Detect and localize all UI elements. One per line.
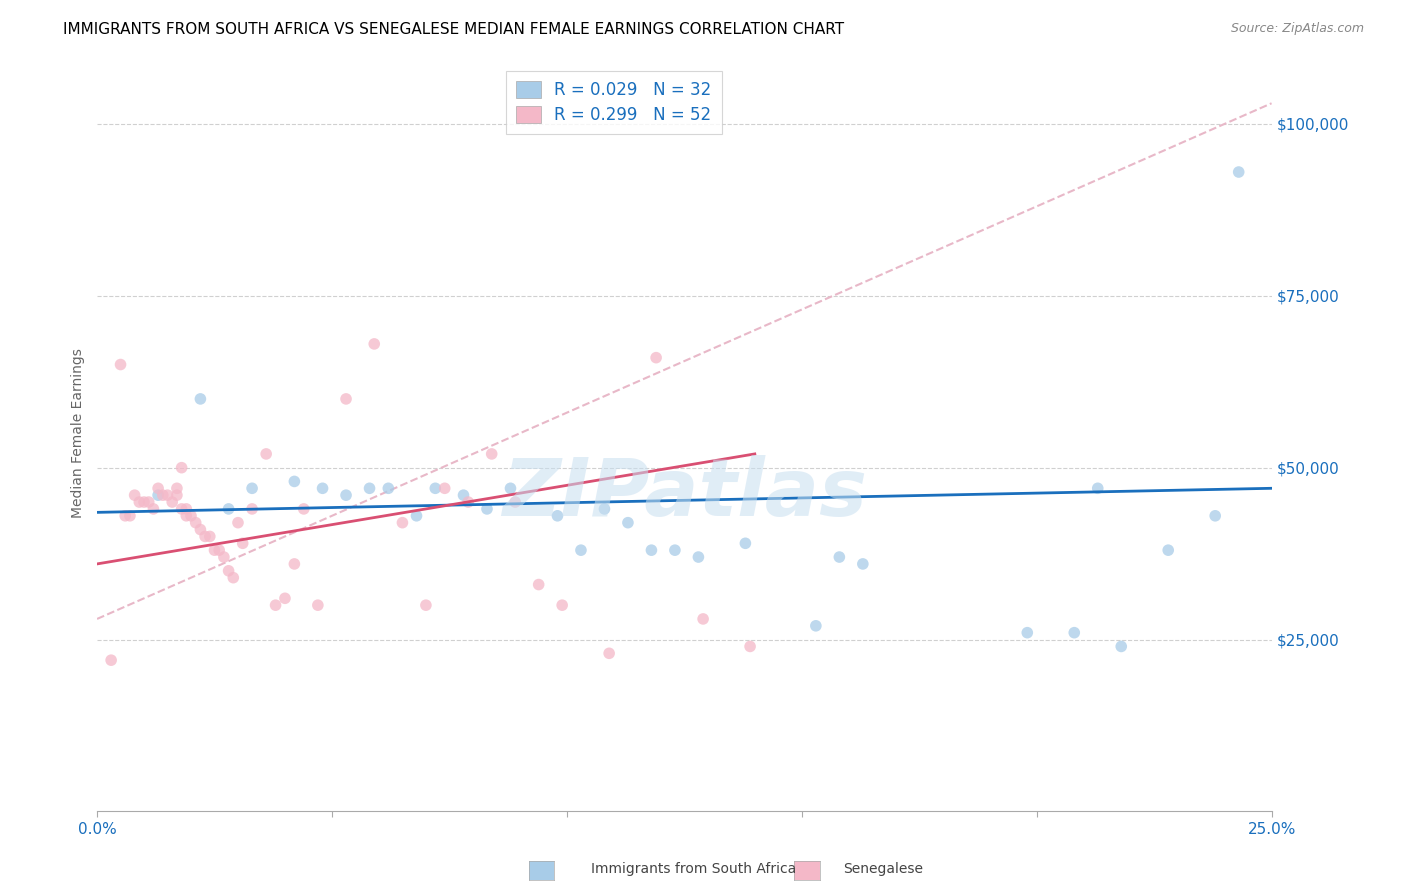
Point bbox=[359, 481, 381, 495]
Point bbox=[110, 358, 132, 372]
Point bbox=[481, 447, 503, 461]
Point bbox=[132, 495, 155, 509]
Point bbox=[208, 543, 231, 558]
Point bbox=[254, 447, 277, 461]
Point bbox=[804, 619, 827, 633]
Point bbox=[1157, 543, 1180, 558]
Point bbox=[204, 543, 226, 558]
Point bbox=[170, 502, 193, 516]
Point bbox=[363, 337, 385, 351]
Point bbox=[503, 495, 526, 509]
Point bbox=[551, 598, 574, 612]
Point bbox=[569, 543, 592, 558]
Point bbox=[546, 508, 568, 523]
Point bbox=[170, 460, 193, 475]
Text: Immigrants from South Africa: Immigrants from South Africa bbox=[591, 862, 796, 876]
Point bbox=[405, 508, 427, 523]
Point bbox=[124, 488, 146, 502]
Point bbox=[738, 640, 761, 654]
Point bbox=[198, 529, 221, 543]
Point bbox=[415, 598, 437, 612]
Point bbox=[190, 523, 212, 537]
Point bbox=[226, 516, 249, 530]
Point bbox=[688, 549, 710, 564]
Point bbox=[160, 495, 183, 509]
Point bbox=[475, 502, 498, 516]
Point bbox=[176, 508, 198, 523]
Point bbox=[240, 481, 263, 495]
Point bbox=[194, 529, 217, 543]
Point bbox=[146, 488, 169, 502]
Point bbox=[146, 481, 169, 495]
Point bbox=[664, 543, 686, 558]
Point bbox=[852, 557, 875, 571]
Point bbox=[166, 481, 188, 495]
Point bbox=[391, 516, 413, 530]
Point bbox=[118, 508, 141, 523]
Point bbox=[212, 549, 235, 564]
Point bbox=[433, 481, 456, 495]
Point bbox=[453, 488, 475, 502]
Point bbox=[218, 564, 240, 578]
Point bbox=[114, 508, 136, 523]
Point bbox=[292, 502, 315, 516]
Point bbox=[593, 502, 616, 516]
Point bbox=[283, 475, 305, 489]
Point bbox=[377, 481, 399, 495]
Text: Source: ZipAtlas.com: Source: ZipAtlas.com bbox=[1230, 22, 1364, 36]
Point bbox=[307, 598, 329, 612]
Point bbox=[335, 392, 357, 406]
Point bbox=[640, 543, 662, 558]
Point bbox=[166, 488, 188, 502]
Point bbox=[218, 502, 240, 516]
Text: Senegalese: Senegalese bbox=[844, 862, 924, 876]
Point bbox=[1227, 165, 1250, 179]
Point bbox=[184, 516, 207, 530]
Point bbox=[100, 653, 122, 667]
Point bbox=[425, 481, 447, 495]
Point bbox=[1109, 640, 1132, 654]
Point bbox=[617, 516, 640, 530]
Point bbox=[1087, 481, 1109, 495]
Point bbox=[598, 646, 620, 660]
Point bbox=[222, 571, 245, 585]
Point bbox=[1204, 508, 1226, 523]
Point bbox=[1063, 625, 1085, 640]
Point bbox=[138, 495, 160, 509]
Point bbox=[499, 481, 522, 495]
Point bbox=[240, 502, 263, 516]
Point bbox=[457, 495, 479, 509]
Point bbox=[734, 536, 756, 550]
Point bbox=[828, 549, 851, 564]
Point bbox=[190, 392, 212, 406]
Point bbox=[692, 612, 714, 626]
Point bbox=[152, 488, 174, 502]
Point bbox=[176, 502, 198, 516]
Point bbox=[311, 481, 333, 495]
Text: IMMIGRANTS FROM SOUTH AFRICA VS SENEGALESE MEDIAN FEMALE EARNINGS CORRELATION CH: IMMIGRANTS FROM SOUTH AFRICA VS SENEGALE… bbox=[63, 22, 845, 37]
Point bbox=[1017, 625, 1039, 640]
Point bbox=[274, 591, 297, 606]
Y-axis label: Median Female Earnings: Median Female Earnings bbox=[72, 349, 86, 518]
Point bbox=[232, 536, 254, 550]
Point bbox=[128, 495, 150, 509]
Point bbox=[180, 508, 202, 523]
Point bbox=[142, 502, 165, 516]
Point bbox=[527, 577, 550, 591]
Point bbox=[264, 598, 287, 612]
Legend: R = 0.029   N = 32, R = 0.299   N = 52: R = 0.029 N = 32, R = 0.299 N = 52 bbox=[506, 71, 721, 134]
Point bbox=[335, 488, 357, 502]
Text: ZIPatlas: ZIPatlas bbox=[502, 455, 868, 533]
Point bbox=[645, 351, 668, 365]
Point bbox=[283, 557, 305, 571]
Point bbox=[156, 488, 179, 502]
